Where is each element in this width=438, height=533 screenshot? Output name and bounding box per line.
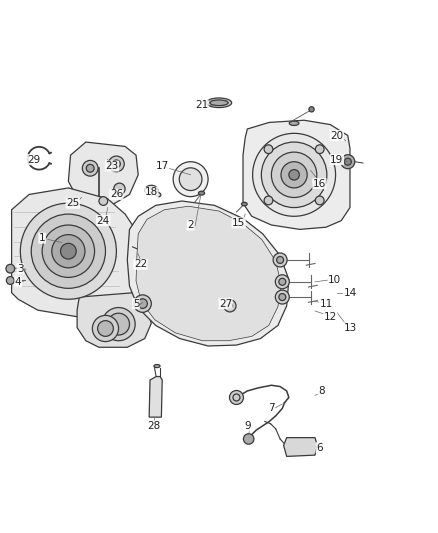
Ellipse shape <box>241 203 247 206</box>
Circle shape <box>173 161 208 197</box>
Text: 12: 12 <box>324 312 337 322</box>
Ellipse shape <box>210 100 228 106</box>
Text: 22: 22 <box>134 260 147 269</box>
Text: 4: 4 <box>15 277 21 287</box>
Circle shape <box>341 155 355 169</box>
Circle shape <box>99 197 108 205</box>
Circle shape <box>179 168 202 190</box>
Circle shape <box>264 145 273 154</box>
Circle shape <box>344 158 351 165</box>
Circle shape <box>276 275 289 289</box>
Text: 28: 28 <box>147 421 160 431</box>
Text: 26: 26 <box>110 189 123 199</box>
Text: 11: 11 <box>319 298 332 309</box>
Circle shape <box>264 196 273 205</box>
Circle shape <box>261 142 327 207</box>
Text: 27: 27 <box>219 298 232 309</box>
Text: 5: 5 <box>133 298 139 309</box>
Text: 29: 29 <box>27 155 40 165</box>
Text: 6: 6 <box>316 443 323 453</box>
Polygon shape <box>77 293 151 348</box>
Circle shape <box>108 313 130 335</box>
Text: 17: 17 <box>155 161 169 171</box>
Circle shape <box>224 300 236 312</box>
Text: 13: 13 <box>343 322 357 333</box>
Circle shape <box>273 253 287 267</box>
Text: 19: 19 <box>330 155 343 165</box>
Circle shape <box>92 316 119 342</box>
Circle shape <box>20 203 117 299</box>
Text: 18: 18 <box>145 187 158 197</box>
Ellipse shape <box>155 192 161 197</box>
Ellipse shape <box>145 185 158 195</box>
Text: 10: 10 <box>328 274 341 285</box>
Polygon shape <box>149 376 162 417</box>
Circle shape <box>102 308 135 341</box>
Text: 2: 2 <box>187 220 194 230</box>
Circle shape <box>281 161 307 188</box>
Text: 9: 9 <box>244 421 251 431</box>
Circle shape <box>134 295 151 312</box>
Circle shape <box>109 156 124 172</box>
Circle shape <box>114 183 125 195</box>
Circle shape <box>272 152 317 198</box>
Text: 25: 25 <box>66 198 79 208</box>
Circle shape <box>113 160 120 168</box>
Text: 14: 14 <box>343 288 357 298</box>
Circle shape <box>309 107 314 112</box>
Circle shape <box>315 145 324 154</box>
Circle shape <box>253 133 336 216</box>
Ellipse shape <box>206 98 232 108</box>
Circle shape <box>230 391 244 405</box>
Text: 20: 20 <box>330 131 343 141</box>
Polygon shape <box>243 120 350 229</box>
Text: 8: 8 <box>318 386 325 396</box>
Circle shape <box>138 299 148 309</box>
Circle shape <box>276 290 289 304</box>
Circle shape <box>315 196 324 205</box>
Polygon shape <box>127 201 289 346</box>
Text: 1: 1 <box>39 233 46 243</box>
Circle shape <box>279 294 286 301</box>
Polygon shape <box>284 438 317 456</box>
Polygon shape <box>136 206 281 341</box>
Circle shape <box>279 278 286 285</box>
Ellipse shape <box>289 121 299 125</box>
Text: 21: 21 <box>195 100 208 110</box>
Ellipse shape <box>154 365 160 368</box>
Circle shape <box>42 225 95 277</box>
Text: 24: 24 <box>97 216 110 225</box>
Circle shape <box>6 264 14 273</box>
Text: 23: 23 <box>106 161 119 171</box>
Circle shape <box>60 244 76 259</box>
Circle shape <box>7 277 14 285</box>
Circle shape <box>277 256 284 263</box>
Circle shape <box>244 434 254 444</box>
Polygon shape <box>68 142 138 207</box>
Text: 15: 15 <box>232 218 245 228</box>
Circle shape <box>289 169 299 180</box>
Text: 3: 3 <box>17 264 24 273</box>
Polygon shape <box>12 188 134 317</box>
Text: 7: 7 <box>268 403 275 414</box>
Text: 16: 16 <box>313 179 326 189</box>
Ellipse shape <box>198 191 205 195</box>
Circle shape <box>86 164 94 172</box>
Circle shape <box>52 235 85 268</box>
Circle shape <box>82 160 98 176</box>
Circle shape <box>31 214 106 288</box>
Circle shape <box>98 321 113 336</box>
